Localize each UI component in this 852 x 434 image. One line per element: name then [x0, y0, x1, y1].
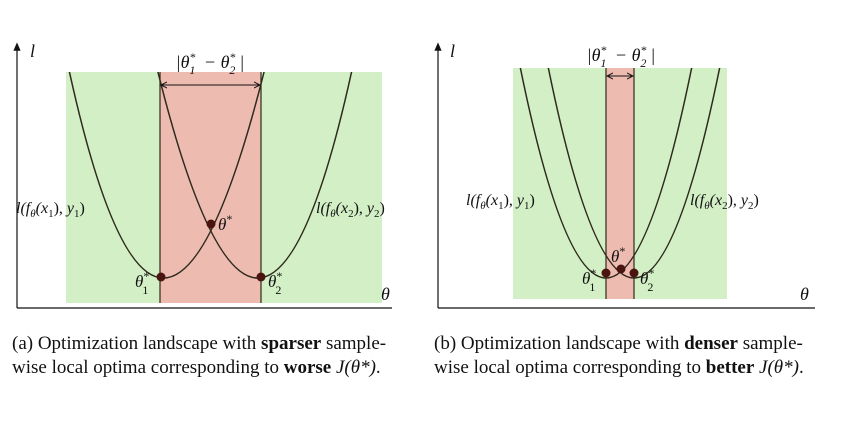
- panel-b: |θ* 1 − θ* 2 | l θ θ* θ* 1 θ* 2 l(fθ(x1), y1)…: [434, 41, 815, 309]
- theta2-label: θ* 2: [268, 269, 282, 297]
- caption-period: .: [798, 357, 804, 378]
- caption-a: (a) Optimization landscape with sparser …: [12, 332, 412, 380]
- theta-star-point: [616, 264, 626, 274]
- theta2-optimum-point: [256, 272, 266, 282]
- caption-text: sample-wise local optima corresponding t…: [434, 333, 803, 378]
- caption-b: (b) Optimization landscape with denser s…: [434, 332, 834, 380]
- theta1-label: θ* 1: [135, 269, 149, 297]
- caption-text: (a) Optimization landscape with: [12, 333, 262, 354]
- x-axis-label: θ: [800, 284, 809, 304]
- caption-bold: denser: [684, 333, 738, 354]
- theta2-optimum-point: [629, 268, 639, 278]
- caption-math: J(θ*): [759, 357, 799, 378]
- left-loss-curve: [519, 68, 693, 279]
- x-axis-label: θ: [381, 284, 390, 304]
- caption-period: .: [375, 357, 381, 378]
- figure-svg: |θ* 1 − θ* 2 | l θ θ* θ* 1 θ* 2 l(fθ(x1), y1)…: [13, 41, 815, 309]
- theta1-optimum-point: [156, 272, 166, 282]
- caption-text: sample-wise local optima corresponding t…: [12, 333, 387, 378]
- caption-bold: better: [705, 357, 755, 378]
- right-loss-curve: [547, 68, 721, 279]
- y-axis-label: l: [450, 41, 455, 61]
- theta-star-point: [206, 219, 216, 229]
- theta2-label: θ* 2: [640, 266, 654, 294]
- caption-bold: worse: [283, 357, 332, 378]
- theta1-optimum-point: [601, 268, 611, 278]
- red-region: [160, 72, 261, 303]
- red-region: [606, 68, 634, 299]
- y-axis-label: l: [30, 41, 35, 61]
- panel-a: |θ* 1 − θ* 2 | l θ θ* θ* 1 θ* 2 l(fθ(x1), y1)…: [13, 41, 392, 309]
- caption-bold: sparser: [261, 333, 322, 354]
- theta1-label: θ* 1: [582, 266, 596, 294]
- caption-math: J(θ*): [335, 357, 376, 378]
- caption-text: (b) Optimization landscape with: [434, 333, 685, 354]
- gap-label: |θ* 1 − θ* 2 |: [587, 43, 656, 70]
